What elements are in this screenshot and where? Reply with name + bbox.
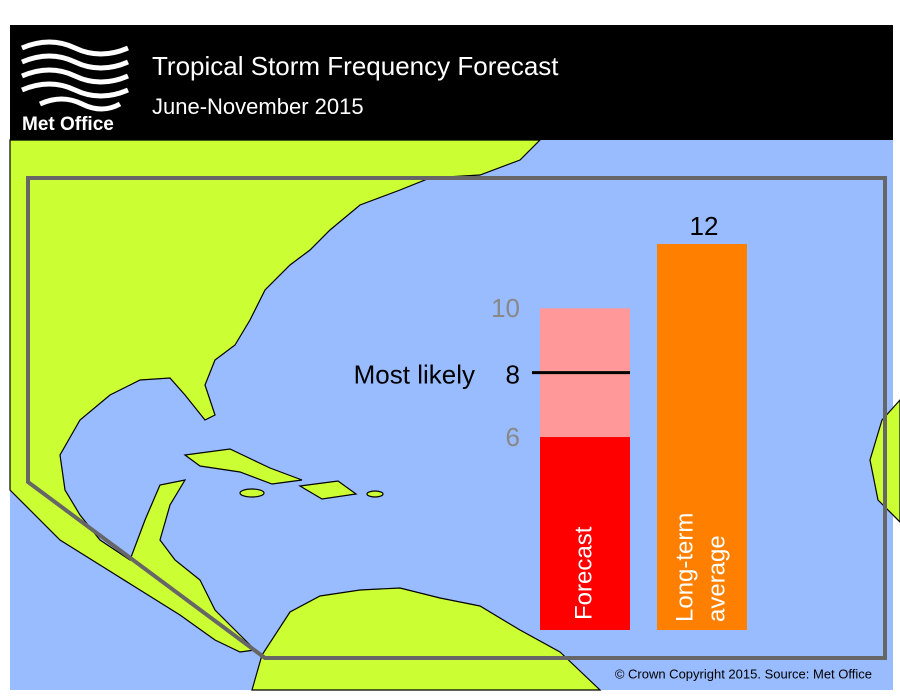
region-outline	[26, 176, 887, 660]
bar-label: Forecast	[570, 526, 597, 620]
value-label: 10	[491, 293, 520, 323]
average-bar	[657, 244, 747, 630]
value-label: 12	[690, 211, 719, 241]
cuba	[183, 448, 303, 485]
forecast-bar	[540, 437, 630, 630]
logo-waves	[21, 39, 129, 112]
source: © Crown Copyright 2015. Source: Met Offi…	[615, 666, 872, 681]
logo-text: Met Office	[22, 114, 114, 135]
jamaica	[239, 488, 265, 498]
chart-subtitle: June-November 2015	[152, 94, 364, 119]
most-likely-label: Most likely	[354, 360, 475, 390]
puerto-rico	[366, 490, 384, 498]
value-label: 8	[506, 360, 520, 390]
bar-label: average	[703, 535, 730, 622]
north-america	[9, 139, 542, 653]
hispaniola	[298, 480, 358, 500]
bar-label: Long-term	[671, 513, 698, 622]
chart-title: Tropical Storm Frequency Forecast	[152, 51, 559, 81]
header	[10, 25, 893, 140]
value-label: 6	[506, 422, 520, 452]
